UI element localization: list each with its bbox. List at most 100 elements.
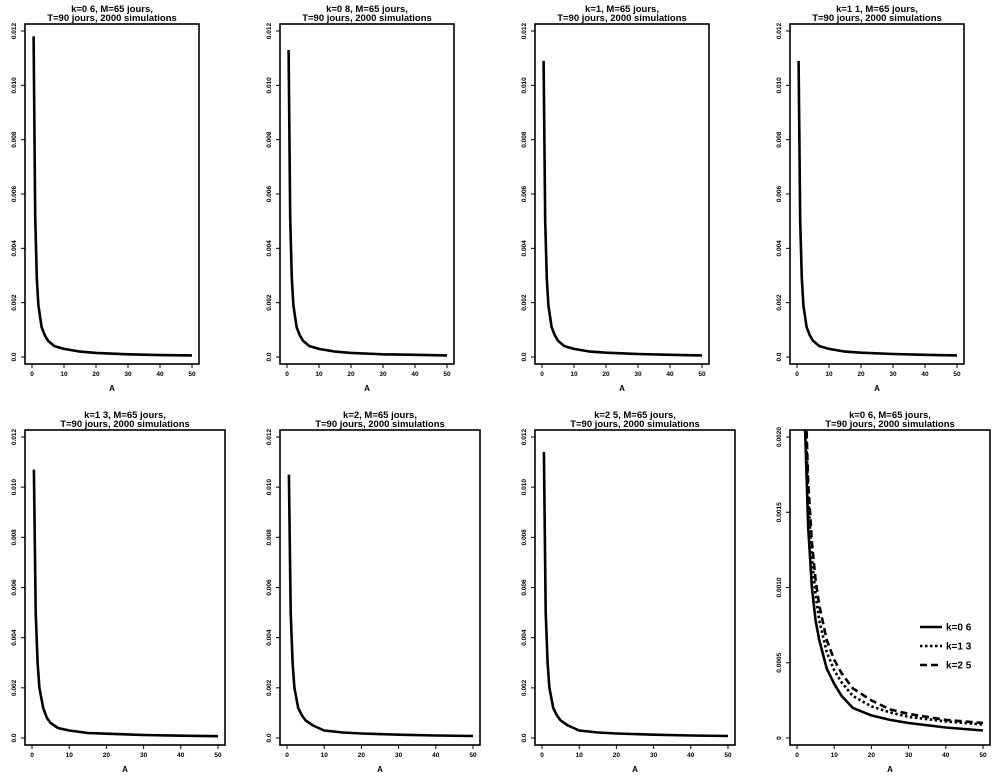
y-tick-label: 0.010 bbox=[266, 77, 273, 94]
y-tick-label: 0.004 bbox=[521, 629, 528, 646]
x-tick-label: 50 bbox=[469, 752, 477, 759]
x-tick-label: 10 bbox=[825, 371, 833, 378]
x-tick-label: 50 bbox=[724, 752, 732, 759]
x-tick-label: 30 bbox=[889, 371, 897, 378]
chart-title-line: T=90 jours, 2000 simulations bbox=[557, 13, 687, 24]
y-tick-label: 0.002 bbox=[521, 294, 528, 311]
x-tick-label: 10 bbox=[321, 752, 329, 759]
panel-7: k=2 5, M=65 jours,T=90 jours, 2000 simul… bbox=[521, 410, 736, 774]
y-tick-label: 0.004 bbox=[776, 240, 783, 257]
x-tick-label: 10 bbox=[60, 371, 68, 378]
y-tick-label: 0.0 bbox=[521, 733, 528, 742]
x-tick-label: 50 bbox=[979, 752, 987, 759]
series-line-solid bbox=[32, 469, 219, 738]
x-tick-label: 0 bbox=[285, 752, 289, 759]
x-tick-label: 20 bbox=[868, 752, 876, 759]
legend-label: k=0 6 bbox=[946, 623, 972, 634]
y-tick-label: 0.0 bbox=[11, 733, 18, 742]
series-line-solid bbox=[287, 49, 448, 357]
x-tick-label: 10 bbox=[831, 752, 839, 759]
y-tick-label: 0.0 bbox=[11, 352, 18, 361]
y-tick-label: 0.008 bbox=[266, 529, 273, 546]
y-tick-label: 0.0015 bbox=[776, 502, 783, 522]
x-tick-label: 40 bbox=[411, 371, 419, 378]
x-tick-label: 50 bbox=[698, 371, 706, 378]
plot-frame bbox=[534, 23, 710, 365]
y-tick-label: 0.010 bbox=[521, 77, 528, 94]
x-axis-label: A bbox=[632, 765, 638, 774]
chart-title-line: T=90 jours, 2000 simulations bbox=[47, 13, 177, 24]
panel-6: k=2, M=65 jours,T=90 jours, 2000 simulat… bbox=[266, 410, 481, 774]
x-tick-label: 0 bbox=[30, 371, 34, 378]
chart-title-line: T=90 jours, 2000 simulations bbox=[60, 419, 190, 430]
chart-title-line: k=2 5, M=65 jours, bbox=[594, 410, 676, 421]
chart-title-line: T=90 jours, 2000 simulations bbox=[315, 419, 445, 430]
y-tick-label: 0.002 bbox=[266, 679, 273, 696]
y-tick-label: 0.0 bbox=[776, 352, 783, 361]
plot-frame bbox=[279, 429, 481, 746]
legend-label: k=1 3 bbox=[946, 642, 972, 653]
y-tick-label: 0.006 bbox=[11, 579, 18, 596]
y-tick-label: 0.010 bbox=[266, 479, 273, 496]
y-tick-label: 0.002 bbox=[521, 679, 528, 696]
x-tick-label: 30 bbox=[905, 752, 913, 759]
x-tick-label: 0 bbox=[540, 752, 544, 759]
y-tick-label: 0.012 bbox=[776, 22, 783, 39]
y-tick-label: 0.002 bbox=[11, 294, 18, 311]
x-tick-label: 30 bbox=[140, 752, 148, 759]
y-tick-label: 0.002 bbox=[776, 294, 783, 311]
y-tick-label: 0.012 bbox=[266, 22, 273, 39]
x-axis-label: A bbox=[122, 765, 128, 774]
x-axis-label: A bbox=[874, 384, 880, 393]
y-tick-label: 0.008 bbox=[521, 131, 528, 148]
panel-5: k=1 3, M=65 jours,T=90 jours, 2000 simul… bbox=[11, 410, 226, 774]
series-line-solid bbox=[542, 60, 703, 357]
chart-title-line: k=0 6, M=65 jours, bbox=[71, 4, 153, 15]
x-tick-label: 40 bbox=[942, 752, 950, 759]
y-tick-label: 0.012 bbox=[11, 428, 18, 445]
y-tick-label: 0.008 bbox=[776, 131, 783, 148]
x-tick-label: 20 bbox=[602, 371, 610, 378]
x-tick-label: 10 bbox=[315, 371, 323, 378]
x-tick-label: 50 bbox=[214, 752, 222, 759]
x-tick-label: 10 bbox=[576, 752, 584, 759]
series-line-dotted bbox=[804, 430, 984, 726]
y-tick-label: 0.0 bbox=[266, 352, 273, 361]
legend-label: k=2 5 bbox=[946, 661, 972, 672]
y-tick-label: 0.006 bbox=[776, 185, 783, 202]
x-tick-label: 30 bbox=[379, 371, 387, 378]
panel-3: k=1, M=65 jours,T=90 jours, 2000 simulat… bbox=[521, 4, 710, 393]
y-tick-label: 0.004 bbox=[266, 240, 273, 257]
x-tick-label: 10 bbox=[570, 371, 578, 378]
y-tick-label: 0.010 bbox=[11, 77, 18, 94]
series-line-solid bbox=[803, 430, 984, 732]
y-tick-label: 0.012 bbox=[521, 428, 528, 445]
y-tick-label: 0.012 bbox=[521, 22, 528, 39]
panel-2: k=0 8, M=65 jours,T=90 jours, 2000 simul… bbox=[266, 4, 455, 393]
x-tick-label: 50 bbox=[953, 371, 961, 378]
y-tick-label: 0.008 bbox=[11, 529, 18, 546]
y-tick-label: 0 bbox=[776, 736, 783, 740]
y-tick-label: 0.004 bbox=[11, 240, 18, 257]
x-tick-label: 0 bbox=[30, 752, 34, 759]
y-tick-label: 0.0010 bbox=[776, 577, 783, 597]
y-tick-label: 0.002 bbox=[266, 294, 273, 311]
y-tick-label: 0.012 bbox=[266, 428, 273, 445]
plot-frame bbox=[24, 429, 226, 746]
chart-title-line: T=90 jours, 2000 simulations bbox=[302, 13, 432, 24]
y-tick-label: 0.006 bbox=[266, 579, 273, 596]
chart-title-line: T=90 jours, 2000 simulations bbox=[812, 13, 942, 24]
x-tick-label: 30 bbox=[634, 371, 642, 378]
series-line-dashed bbox=[805, 430, 984, 725]
y-tick-label: 0.0005 bbox=[776, 652, 783, 672]
chart-title-line: T=90 jours, 2000 simulations bbox=[825, 419, 955, 430]
chart-title-line: k=1 3, M=65 jours, bbox=[84, 410, 166, 421]
y-tick-label: 0.010 bbox=[11, 479, 18, 496]
series-line-solid bbox=[287, 474, 474, 738]
x-tick-label: 20 bbox=[613, 752, 621, 759]
y-tick-label: 0.0 bbox=[266, 733, 273, 742]
y-tick-label: 0.0 bbox=[521, 352, 528, 361]
x-tick-label: 40 bbox=[156, 371, 164, 378]
chart-title-line: T=90 jours, 2000 simulations bbox=[570, 419, 700, 430]
